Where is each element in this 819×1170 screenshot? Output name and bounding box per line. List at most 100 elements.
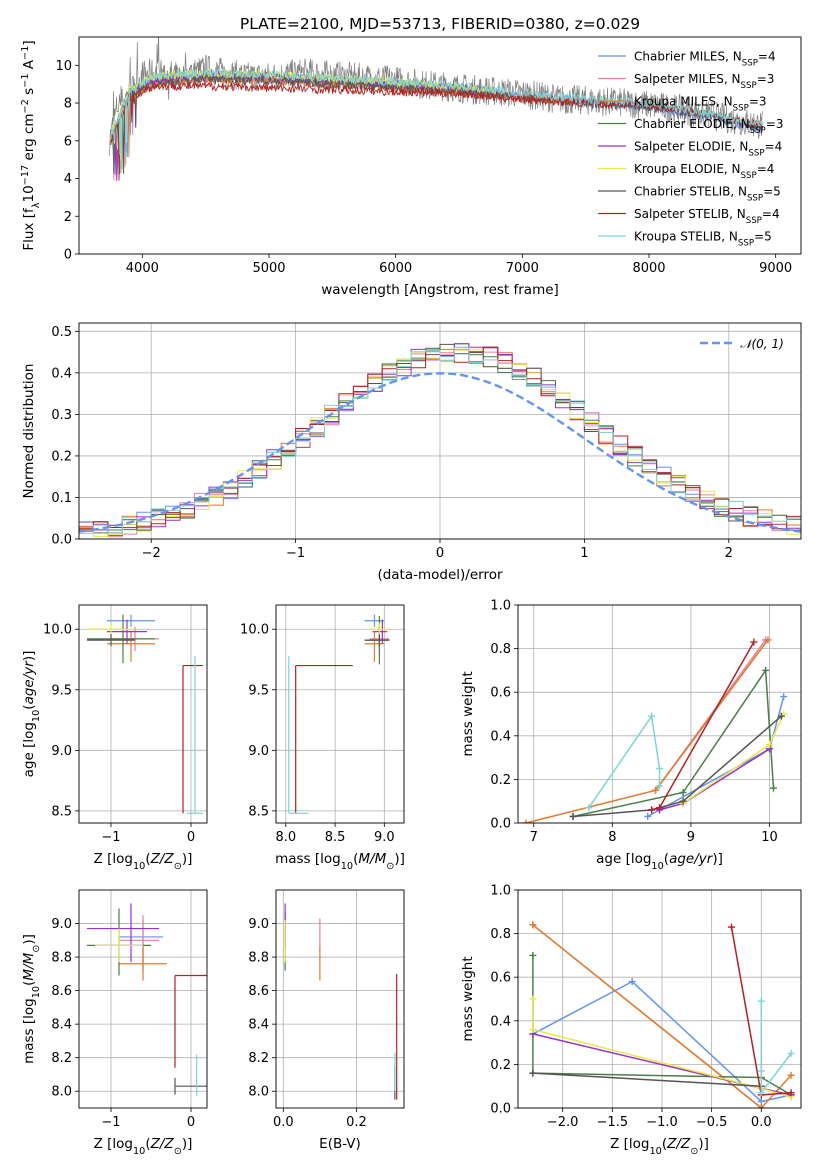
y-tick-label: 8.2 bbox=[248, 1051, 269, 1066]
y-tick-label: 9.0 bbox=[248, 917, 269, 932]
y-tick-label: 0.0 bbox=[51, 533, 72, 548]
x-tick-label: 9 bbox=[687, 830, 695, 845]
axes-frame bbox=[275, 889, 405, 1109]
x-axis-label: E(B-V) bbox=[319, 1136, 361, 1152]
axes-frame bbox=[78, 36, 802, 255]
residuals-panel: −2 −1 0 1 2 0.0 0.1 0.2 0.3 0.4 0.5 (data-model)/er… bbox=[21, 322, 802, 583]
y-tick-label: 0.6 bbox=[490, 971, 511, 986]
y-tick-label: 0.5 bbox=[51, 325, 72, 340]
age-vs-Z-panel: −1 0 8.5 9.0 9.5 10.0 Z [log10(Z/Z⊙)] age [log1… bbox=[21, 604, 208, 872]
y-tick-label: 4 bbox=[64, 172, 72, 187]
axes-frame bbox=[517, 889, 802, 1109]
axes-frame bbox=[78, 889, 208, 1109]
weight-vs-age-panel: 7 8 9 10 0.0 0.2 0.4 0.6 0.8 1.0 age [log10(age/yr… bbox=[460, 599, 802, 872]
x-axis-label: mass [log10(M/M⊙)] bbox=[275, 851, 405, 872]
residuals-plot-area bbox=[79, 343, 801, 538]
mass-vs-Z-panel: −1 0 8.0 8.2 8.4 8.6 8.8 9.0 Z [log10(Z/Z⊙)] mass… bbox=[21, 889, 208, 1157]
weight-vs-age-plot-area bbox=[522, 636, 788, 823]
y-tick-label: 8 bbox=[64, 97, 72, 112]
y-tick-label: 8.0 bbox=[51, 1085, 72, 1100]
x-tick-label: 10 bbox=[761, 830, 778, 845]
x-tick-label: −1 bbox=[286, 546, 305, 561]
legend-label: Kroupa STELIB, NSSP=5 bbox=[634, 230, 772, 249]
x-axis-label: Z [log10(Z/Z⊙)] bbox=[610, 1136, 709, 1157]
x-tick-label: 5000 bbox=[252, 261, 285, 276]
y-axis-label: mass weight bbox=[460, 956, 476, 1041]
y-tick-label: 0.4 bbox=[490, 1014, 511, 1029]
y-tick-label: 9.0 bbox=[51, 744, 72, 759]
legend-label: 𝒩(0, 1) bbox=[740, 337, 784, 351]
x-tick-label: 4000 bbox=[126, 261, 159, 276]
model-spectrum-line bbox=[110, 67, 764, 173]
x-tick-label: 0 bbox=[187, 830, 195, 845]
legend-label: Chabrier STELIB, NSSP=5 bbox=[634, 185, 781, 204]
y-tick-label: 2 bbox=[64, 210, 72, 225]
x-tick-label: 8000 bbox=[632, 261, 665, 276]
y-tick-label: 9.0 bbox=[51, 917, 72, 932]
y-axis-label: mass [log10(M/M⊙)] bbox=[21, 934, 42, 1064]
y-tick-label: 1.0 bbox=[490, 884, 511, 899]
x-tick-label: −0.5 bbox=[696, 1115, 728, 1130]
y-tick-label: 0.1 bbox=[51, 491, 72, 506]
weight-series-line bbox=[532, 924, 792, 1108]
y-tick-label: 0.2 bbox=[51, 449, 72, 464]
y-tick-label: 0.0 bbox=[490, 817, 511, 832]
y-axis-label: Flux [fλ10−17 erg cm−2 s−1 A−1] bbox=[20, 40, 42, 250]
weight-series-line bbox=[588, 714, 661, 809]
y-tick-label: 8.0 bbox=[248, 1085, 269, 1100]
mass-vs-Z-plot-area bbox=[87, 903, 207, 1097]
x-tick-label: 0 bbox=[436, 546, 444, 561]
weight-series-line bbox=[760, 1001, 792, 1095]
x-axis-label: wavelength [Angstrom, rest frame] bbox=[321, 282, 559, 298]
x-tick-label: 0.0 bbox=[751, 1115, 772, 1130]
x-tick-label: −1 bbox=[101, 1115, 120, 1130]
legend-label: Chabrier ELODIE, NSSP=3 bbox=[634, 117, 783, 136]
weight-series-line bbox=[532, 1072, 762, 1087]
y-tick-label: 0.8 bbox=[490, 927, 511, 942]
spectrum-legend: Chabrier MILES, NSSP=4 Salpeter MILES, NS… bbox=[598, 50, 783, 249]
legend-label: Kroupa MILES, NSSP=3 bbox=[634, 95, 767, 114]
legend-label: Salpeter STELIB, NSSP=4 bbox=[634, 207, 780, 226]
weight-vs-Z-plot-area bbox=[529, 921, 795, 1108]
axes-frame bbox=[275, 604, 405, 824]
y-tick-label: 9.5 bbox=[51, 683, 72, 698]
x-tick-label: −1.0 bbox=[646, 1115, 678, 1130]
x-tick-label: 9.0 bbox=[374, 830, 395, 845]
observed-spectrum-line bbox=[109, 37, 764, 156]
y-tick-label: 8.6 bbox=[248, 984, 269, 999]
x-tick-label: −1 bbox=[101, 830, 120, 845]
y-tick-label: 0.2 bbox=[490, 1058, 511, 1073]
y-tick-label: 0.3 bbox=[51, 408, 72, 423]
weight-series-line bbox=[647, 696, 785, 818]
y-axis-label: mass weight bbox=[460, 671, 476, 756]
weight-series-line bbox=[572, 668, 775, 818]
spectrum-plot-area bbox=[109, 37, 764, 181]
normal-reference-curve bbox=[79, 372, 801, 533]
model-spectrum-line bbox=[110, 81, 764, 181]
age-vs-mass-panel: 8.0 8.5 9.0 8.5 9.0 9.5 10.0 mass [log10(M/M⊙)] bbox=[240, 604, 405, 872]
x-tick-label: −1.5 bbox=[597, 1115, 629, 1130]
x-tick-label: 8.0 bbox=[276, 830, 297, 845]
axes-frame bbox=[517, 604, 802, 824]
y-tick-label: 8.8 bbox=[248, 951, 269, 966]
spectrum-panel: 4000 5000 6000 7000 8000 9000 0 2 4 6 8 10 wavelengt… bbox=[20, 36, 802, 298]
x-tick-label: 0 bbox=[187, 1115, 195, 1130]
age-vs-Z-plot-area bbox=[87, 614, 203, 814]
residual-histogram-step bbox=[79, 346, 801, 534]
y-tick-label: 1.0 bbox=[490, 599, 511, 614]
y-axis-label: age [log10(age/yr)] bbox=[21, 651, 42, 778]
y-tick-label: 0.8 bbox=[490, 642, 511, 657]
legend-label: Chabrier MILES, NSSP=4 bbox=[634, 50, 776, 69]
y-tick-label: 0.0 bbox=[490, 1102, 511, 1117]
y-tick-label: 8.5 bbox=[51, 804, 72, 819]
y-tick-label: 0.4 bbox=[51, 366, 72, 381]
y-tick-label: 9.0 bbox=[248, 744, 269, 759]
weight-series-line bbox=[572, 715, 782, 818]
y-tick-label: 8.4 bbox=[248, 1018, 269, 1033]
x-tick-label: 7 bbox=[530, 830, 538, 845]
y-tick-label: 8.2 bbox=[51, 1051, 72, 1066]
age-vs-mass-plot-area bbox=[288, 614, 390, 814]
x-tick-label: 1 bbox=[580, 546, 588, 561]
